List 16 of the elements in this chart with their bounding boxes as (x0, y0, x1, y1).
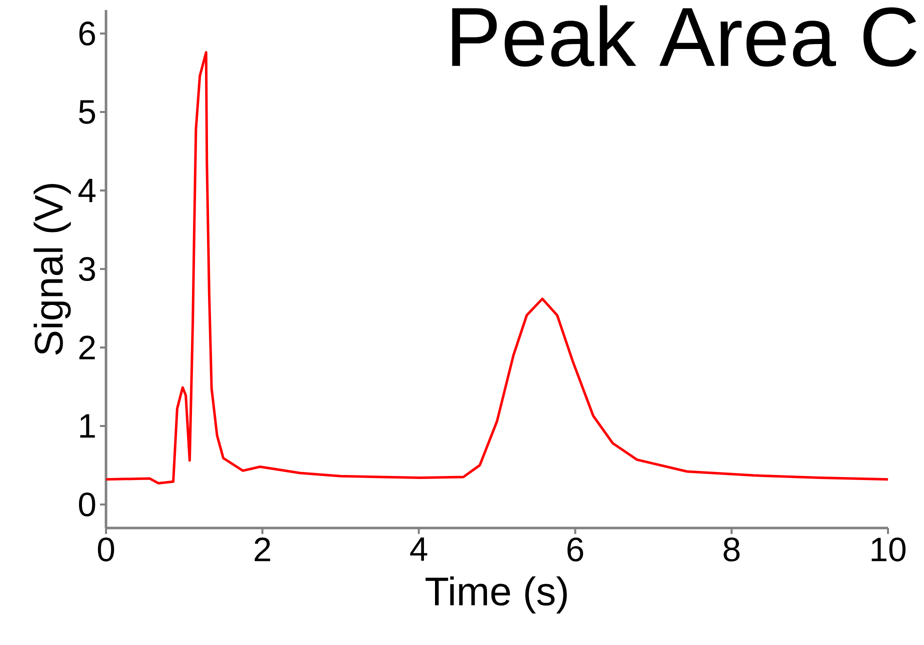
y-tick-label: 0 (78, 492, 96, 516)
y-axis-title: Signal (V) (34, 184, 71, 355)
y-tick-label: 6 (79, 22, 95, 46)
x-tick-label: 4 (410, 537, 428, 561)
x-axis-title: Time (s) (426, 576, 567, 614)
x-tick-label: 0 (98, 538, 114, 562)
y-tick-label: 3 (78, 256, 95, 281)
chart-title: Peak Area C (452, 5, 917, 67)
x-tick-label: 2 (254, 538, 270, 562)
x-tick-label: 6 (568, 538, 584, 562)
y-tick-label: 5 (79, 100, 96, 124)
y-tick-label: 4 (78, 178, 96, 202)
y-tick-label: 2 (79, 336, 95, 360)
x-tick-label: 10 (872, 538, 906, 562)
x-tick-label: 8 (724, 538, 740, 562)
y-tick-label: 1 (80, 414, 95, 438)
